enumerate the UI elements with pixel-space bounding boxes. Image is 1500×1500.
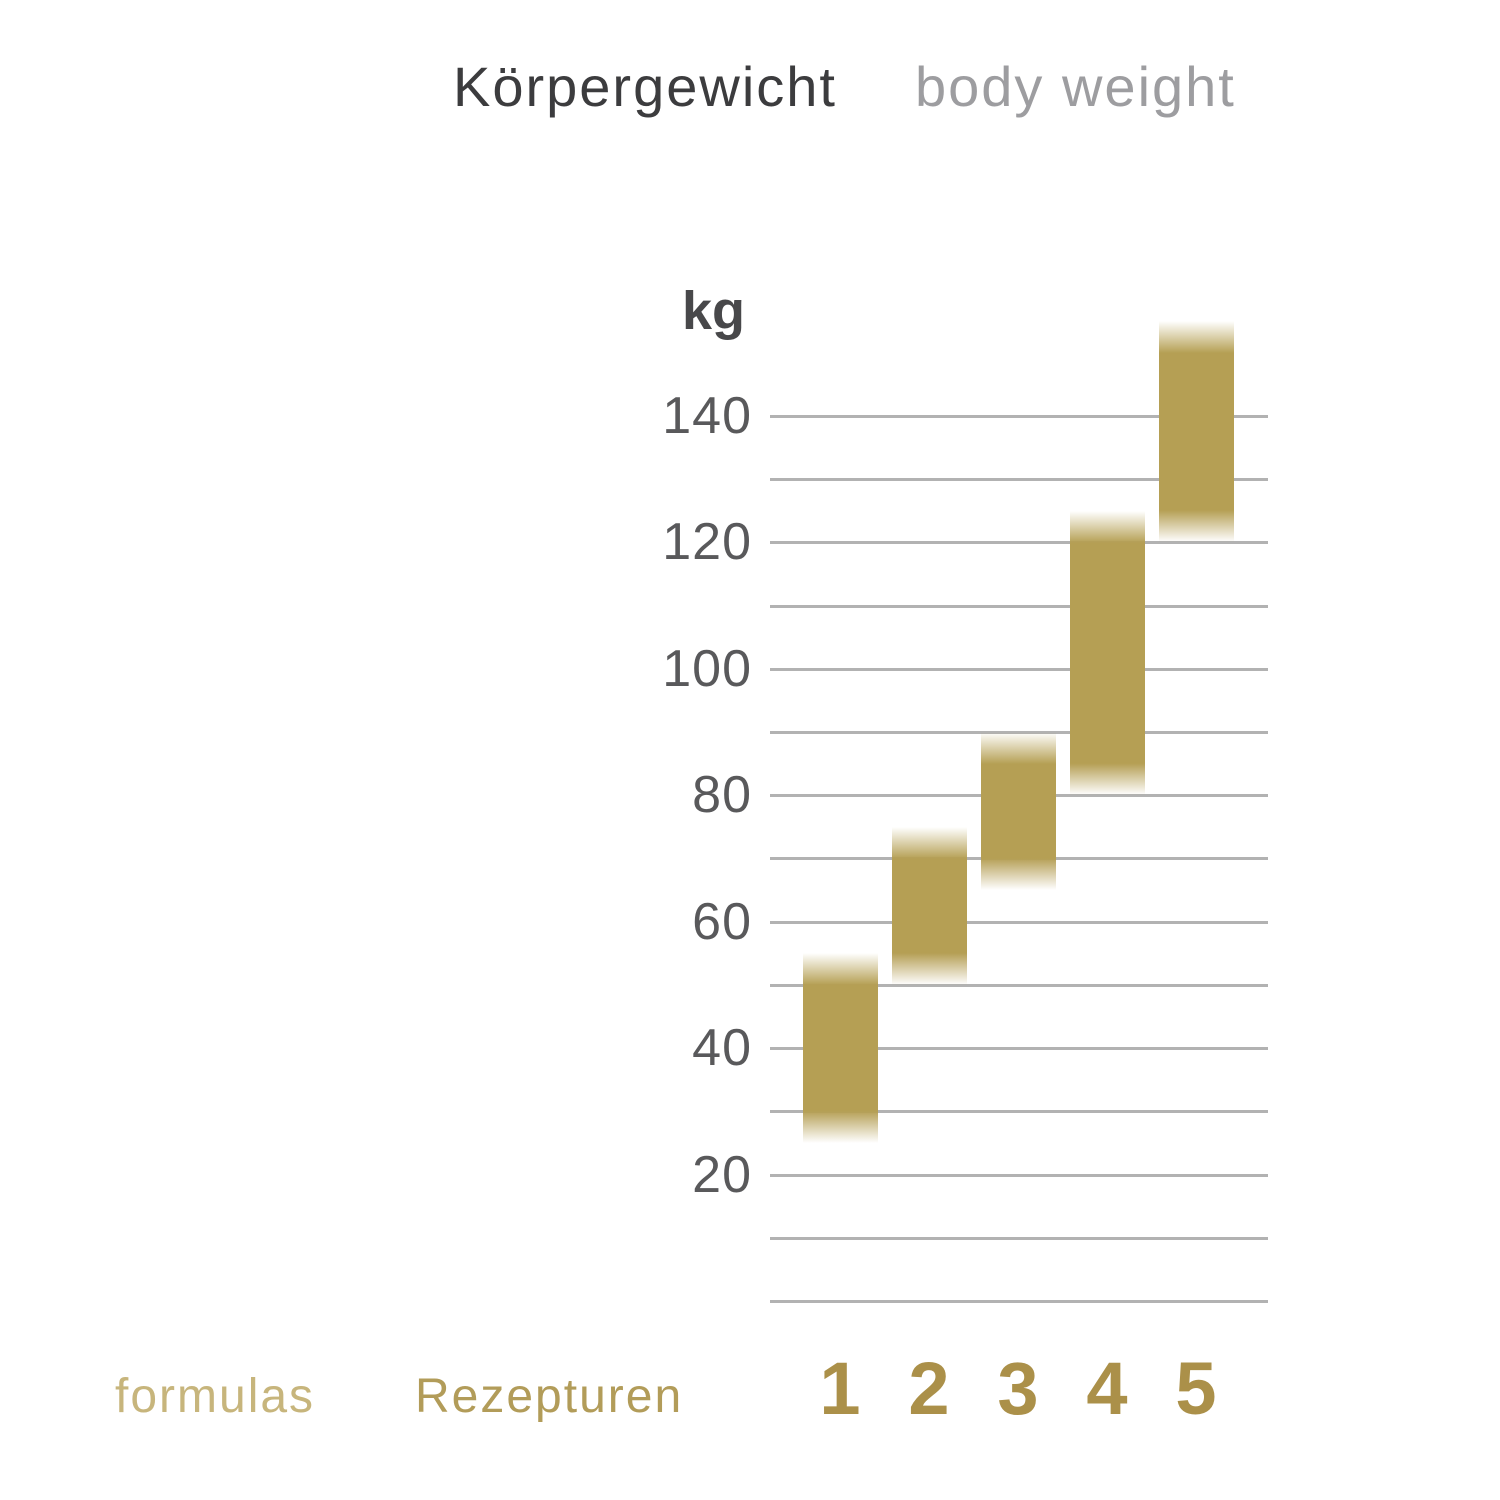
y-tick-label-20: 20 (692, 1145, 752, 1204)
weight-range-bar-2 (891, 826, 967, 985)
gridline-40kg (770, 1047, 1268, 1051)
weight-range-bar-5 (1158, 321, 1234, 543)
y-tick-label-60: 60 (692, 892, 752, 951)
gridline-130kg (770, 478, 1268, 482)
gridline-0kg (770, 1299, 1268, 1303)
gridline-50kg (770, 983, 1268, 987)
formula-number-2: 2 (908, 1347, 950, 1430)
weight-range-bar-4 (1069, 510, 1145, 796)
formula-number-3: 3 (997, 1347, 1039, 1430)
gridline-20kg (770, 1173, 1268, 1177)
y-tick-label-80: 80 (692, 766, 752, 825)
page-title-english: body weight (915, 55, 1236, 118)
y-axis-unit-label: kg (681, 281, 745, 341)
formula-number-1: 1 (819, 1347, 861, 1430)
formula-number-4: 4 (1086, 1347, 1128, 1430)
y-tick-label-100: 100 (662, 639, 752, 698)
gridline-30kg (770, 1110, 1268, 1114)
legend-label-rezepturen: Rezepturen (415, 1370, 684, 1423)
formula-number-5: 5 (1175, 1347, 1217, 1430)
gridline-110kg (770, 604, 1268, 608)
page-title-german: Körpergewicht (453, 55, 837, 118)
y-tick-label-120: 120 (662, 513, 752, 572)
gridline-10kg (770, 1236, 1268, 1240)
gridline-140kg (770, 415, 1268, 418)
gridline-100kg (770, 667, 1268, 671)
y-tick-label-40: 40 (692, 1019, 752, 1078)
y-tick-label-140: 140 (662, 387, 752, 445)
gridline-120kg (770, 541, 1268, 545)
weight-range-bar-1 (802, 953, 878, 1143)
weight-range-bar-3 (980, 732, 1056, 891)
gridline-60kg (770, 920, 1268, 924)
legend-label-formulas: formulas (115, 1370, 316, 1423)
